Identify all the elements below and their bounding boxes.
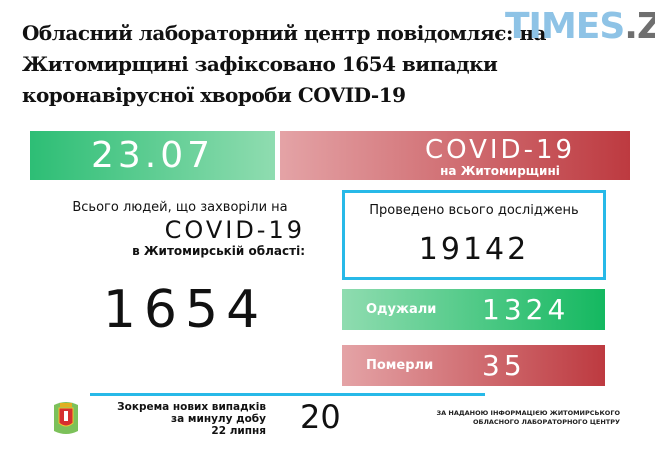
covid-banner: COVID-19 на Житомирщині [280,131,630,180]
source-note: ЗА НАДАНОЮ ІНФОРМАЦІЄЮ ЖИТОМИРСЬКОГО ОБЛ… [370,409,620,427]
date-banner: 23.07 [30,131,275,180]
coat-of-arms-icon [54,402,78,434]
recovered-bar: Одужали 1324 [342,289,605,330]
total-value: 1654 [102,280,268,340]
logo-part-1: TIMES [505,6,625,47]
recovered-label: Одужали [366,302,437,317]
new-label-1: Зокрема нових випадків [117,401,266,413]
new-label-2: за минулу добу [171,413,266,425]
divider [90,393,485,396]
tests-value: 19142 [418,232,530,267]
times-zt-logo[interactable]: TIMES.ZT [505,6,655,47]
new-cases-value: 20 [300,398,341,436]
source-line-2: ОБЛАСНОГО ЛАБОРАТОРНОГО ЦЕНТРУ [472,418,620,426]
logo-part-2: .ZT [624,6,655,47]
tests-label: Проведено всього досліджень [369,203,579,218]
deaths-bar: Померли 35 [342,345,605,386]
tests-box: Проведено всього досліджень 19142 [342,190,606,280]
new-cases-label: Зокрема нових випадків за минулу добу 22… [90,401,266,437]
covid-label: COVID-19 [164,216,305,244]
deaths-label: Померли [366,358,434,373]
total-label-1: Всього людей, що захворіли на [72,200,288,215]
total-label-2: COVID-19 [60,216,330,244]
source-line-1: ЗА НАДАНОЮ ІНФОРМАЦІЄЮ ЖИТОМИРСЬКОГО [436,409,620,417]
deaths-value: 35 [482,349,526,382]
region-label: в Житомирській області: [132,244,305,258]
total-label-3: в Житомирській області: [60,244,330,258]
recovered-value: 1324 [482,293,570,326]
headline[interactable]: Обласний лабораторний центр повідомляє: … [22,21,546,107]
covid-subtitle: на Житомирщині [440,164,560,178]
covid-title: COVID-19 [424,135,576,165]
new-label-3: 22 липня [211,425,266,437]
